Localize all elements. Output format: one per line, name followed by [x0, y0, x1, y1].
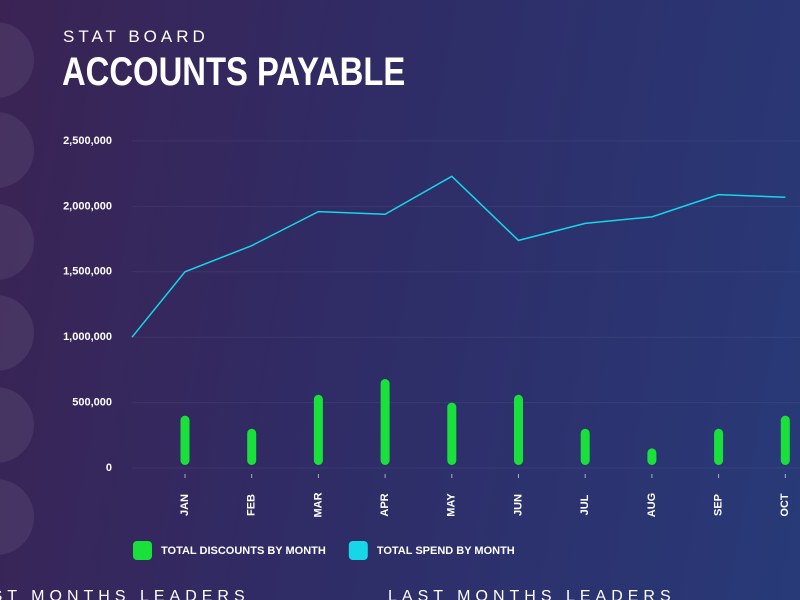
- x-tick-label: FEB: [246, 494, 258, 516]
- x-tick-label: JUN: [512, 494, 524, 516]
- bar: [714, 428, 724, 465]
- bar: [247, 428, 257, 465]
- bar: [780, 415, 790, 465]
- y-tick-label: 0: [106, 462, 112, 474]
- bar: [447, 402, 457, 465]
- bar: [180, 415, 190, 465]
- x-tick-label: APR: [379, 493, 391, 516]
- bar: [647, 448, 657, 465]
- y-tick-label: 1,500,000: [63, 266, 112, 278]
- kicker: STAT BOARD: [63, 27, 209, 46]
- legend-swatch: [133, 541, 152, 560]
- x-tick-label: SEP: [713, 494, 725, 516]
- x-tick-label: MAY: [446, 493, 458, 517]
- x-tick-label: JAN: [179, 494, 191, 516]
- bar: [514, 394, 523, 465]
- footer-left: LAST MONTHS LEADERS: [0, 588, 250, 600]
- line: [131, 175, 786, 338]
- bar: [313, 394, 323, 465]
- x-tick-label: MAR: [312, 492, 324, 517]
- y-tick-label: 1,000,000: [63, 331, 112, 343]
- y-tick-label: 500,000: [72, 397, 112, 409]
- page-title: ACCOUNTS PAYABLE: [62, 50, 406, 94]
- footer-right: LAST MONTHS LEADERS: [388, 588, 676, 600]
- x-tick-label: OCT: [779, 493, 791, 517]
- x-tick-label: JUL: [579, 494, 591, 515]
- legend-label: TOTAL DISCOUNTS BY MONTH: [161, 545, 326, 557]
- bar: [380, 379, 390, 465]
- decor: [0, 22, 34, 555]
- x-tick-label: AUG: [646, 493, 658, 517]
- legend-label: TOTAL SPEND BY MONTH: [377, 545, 515, 557]
- y-tick-label: 2,000,000: [63, 200, 112, 212]
- y-tick-label: 2,500,000: [63, 135, 112, 147]
- legend-swatch: [348, 541, 368, 560]
- bar: [580, 428, 590, 465]
